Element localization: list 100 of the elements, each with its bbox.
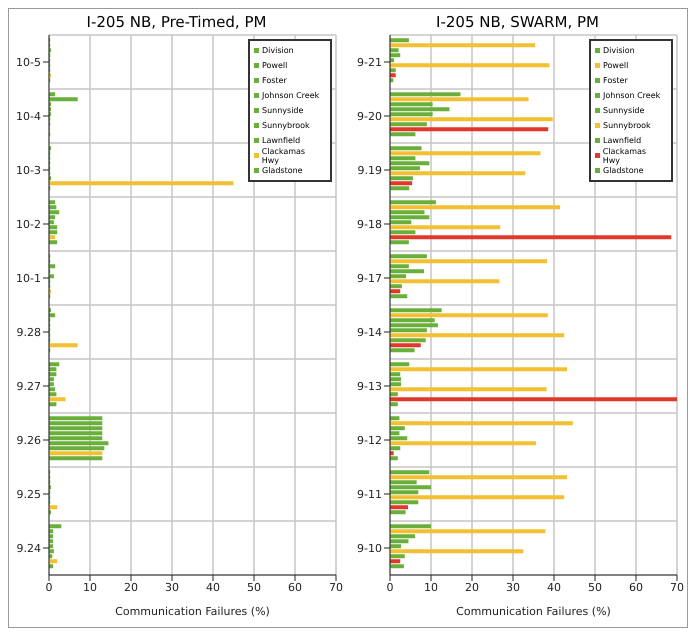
y-tick-label: 10-2 [16, 218, 41, 231]
x-tick-label: 20 [465, 580, 479, 594]
legend-label: Lawnfield [603, 136, 642, 145]
bar [390, 338, 426, 342]
chart-title: I-205 NB, SWARM, PM [435, 12, 600, 33]
bar [390, 529, 546, 534]
bar [390, 146, 422, 150]
bar [390, 63, 550, 68]
legend-label: Sunnyside [262, 106, 304, 115]
legend-label: Johnson Creek [603, 91, 660, 100]
y-tick-label: 9-14 [357, 326, 382, 339]
x-tick-label: 0 [386, 580, 394, 594]
legend-label: Lawnfield [262, 136, 300, 145]
bar [390, 289, 400, 294]
chart-title: I-205 NB, Pre-Timed, PM [86, 12, 268, 33]
x-axis-title: Communication Failures (%) [115, 605, 270, 618]
legend-label: Division [262, 46, 294, 55]
bar [390, 127, 548, 132]
legend-label: Division [603, 46, 635, 55]
bar [390, 362, 410, 366]
legend-label: Foster [262, 76, 287, 85]
y-tick-label: 10-3 [16, 164, 41, 177]
x-tick-label: 30 [506, 580, 520, 594]
legend-label: Sunnybrook [603, 121, 651, 130]
bar [49, 505, 58, 510]
bar [390, 500, 418, 504]
bar [390, 200, 436, 204]
bar [390, 117, 553, 122]
bar [49, 343, 78, 348]
bar [49, 397, 66, 402]
bar [390, 348, 415, 352]
bar [49, 456, 102, 460]
bar [390, 279, 500, 284]
y-tick-label: 9.26 [16, 434, 41, 447]
y-tick-label: 10-4 [16, 110, 41, 123]
bar [390, 259, 548, 264]
y-tick-label: 9-17 [357, 272, 382, 285]
bar [390, 397, 677, 402]
y-tick-label: 9.27 [16, 380, 41, 393]
bar [390, 505, 408, 510]
bar [390, 333, 564, 338]
bar [390, 205, 560, 210]
legend-label: Powell [262, 61, 288, 70]
legend-label: Johnson Creek [262, 91, 320, 100]
x-tick-label: 10 [83, 580, 97, 594]
y-tick-label: 9-21 [357, 56, 382, 69]
bar [390, 43, 536, 48]
bar [390, 181, 412, 186]
legend-label: Sunnyside [603, 106, 644, 115]
y-tick-label: 9.24 [16, 542, 41, 555]
bar [49, 451, 102, 456]
bar [49, 402, 56, 406]
bar [390, 343, 421, 348]
bar [49, 235, 56, 240]
bar [49, 181, 234, 186]
y-tick-label: 9.25 [16, 488, 41, 501]
y-tick-label: 9-13 [357, 380, 382, 393]
x-tick-label: 0 [46, 580, 52, 594]
legend-label: Powell [603, 61, 628, 70]
x-tick-label: 50 [247, 580, 261, 594]
bar [390, 549, 524, 554]
bar [390, 416, 400, 420]
x-tick-label: 40 [547, 580, 561, 594]
bar [390, 441, 536, 446]
bar [390, 564, 404, 568]
bar [390, 475, 568, 480]
bar [390, 235, 672, 240]
y-tick-label: 9-10 [357, 542, 382, 555]
legend-label: Clackamas Hwy [262, 146, 306, 164]
x-tick-label: 70 [329, 580, 343, 594]
bar [390, 225, 500, 230]
y-tick-label: 9-20 [357, 110, 382, 123]
legend-label: Gladstone [603, 166, 644, 175]
x-tick-label: 20 [124, 580, 138, 594]
bar [390, 392, 398, 396]
bar [390, 402, 398, 406]
y-tick-label: 9.28 [16, 326, 41, 339]
legend-label: Clackamas Hwy [602, 146, 648, 164]
x-tick-label: 60 [288, 580, 302, 594]
y-tick-label: 9.19 [358, 164, 382, 177]
x-tick-label: 60 [629, 580, 643, 594]
x-axis-title: Communication Failures (%) [456, 605, 611, 618]
bar [390, 470, 430, 474]
bar [390, 456, 398, 460]
x-tick-label: 30 [165, 580, 179, 594]
bar [390, 421, 573, 426]
bar [390, 254, 427, 258]
x-tick-label: 10 [424, 580, 438, 594]
bar [390, 554, 405, 558]
bar [390, 559, 400, 564]
bar [390, 313, 548, 318]
y-tick-label: 9-18 [357, 218, 382, 231]
bar [390, 122, 427, 126]
bar [390, 186, 410, 190]
legend-label: Sunnybrook [262, 121, 310, 130]
bar [390, 524, 431, 528]
bar [390, 446, 400, 450]
bar [390, 78, 394, 82]
y-tick-label: 9-11 [357, 488, 382, 501]
bar [390, 132, 416, 136]
